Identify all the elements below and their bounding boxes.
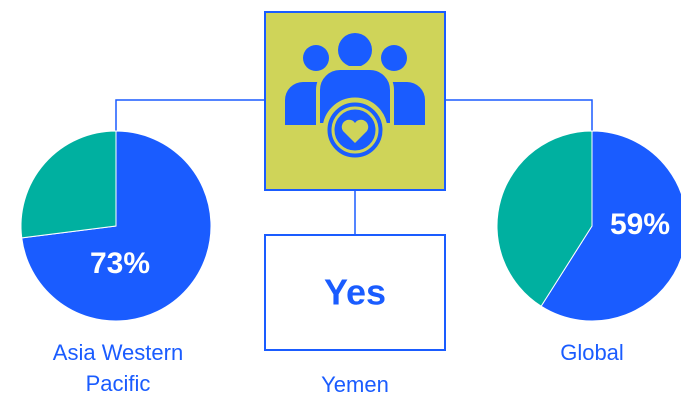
pie-label: Global xyxy=(560,340,624,365)
label-line: Pacific xyxy=(86,371,151,396)
connectors xyxy=(115,99,593,235)
connector-left xyxy=(115,99,265,131)
connector-right xyxy=(445,99,593,131)
pie-slice xyxy=(540,130,681,322)
pie-slice xyxy=(496,130,593,307)
answer-box xyxy=(264,234,446,351)
center-label: Yemen xyxy=(321,372,389,397)
label-line: Asia Western xyxy=(53,340,183,365)
people-heart-icon xyxy=(285,33,425,163)
pie-slice xyxy=(20,130,117,239)
value-label: 59% xyxy=(610,208,670,241)
answer: Yes xyxy=(324,272,386,313)
pie-label: Asia Western Pacific xyxy=(53,340,183,396)
value-label: 73% xyxy=(90,247,150,280)
